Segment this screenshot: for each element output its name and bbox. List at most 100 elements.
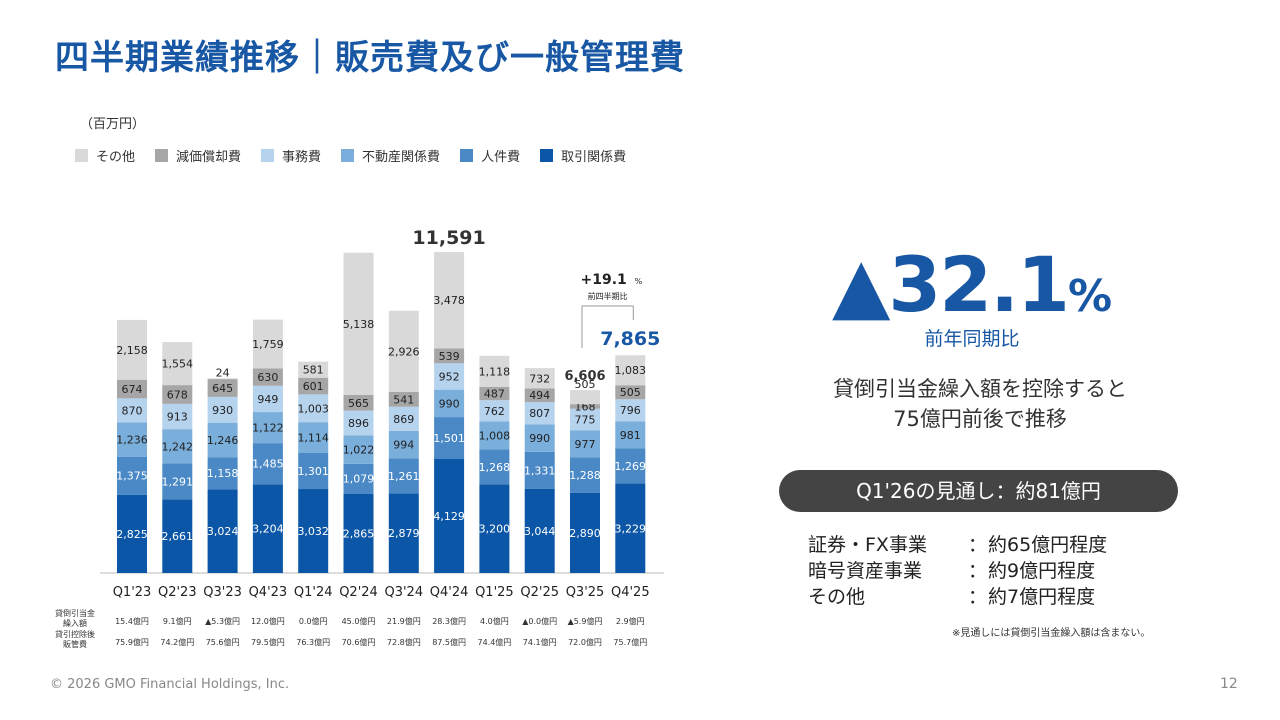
legend-label: 不動産関係費	[362, 150, 441, 165]
total-label: 7,865	[600, 328, 660, 350]
x-tick-label: Q3'25	[566, 585, 605, 600]
bottom-row-value: 9.1億円	[163, 616, 192, 626]
bottom-row-label: 繰入額	[63, 618, 87, 628]
data-label-real-estate: 1,122	[252, 422, 284, 435]
outlook-pill: Q1'26の見通し：約81億円	[779, 470, 1178, 512]
bar-segment-real-estate	[207, 422, 238, 458]
legend-label: 取引関係費	[561, 150, 627, 165]
qoq-change-value: +19.1	[581, 272, 627, 288]
bar-segment-real-estate	[524, 424, 555, 452]
data-label-office: 762	[484, 405, 505, 418]
bar-segment-real-estate	[434, 389, 465, 418]
x-tick-label: Q2'24	[339, 585, 378, 600]
data-label-personnel: 1,269	[615, 460, 647, 473]
bottom-row-value: 4.0億円	[480, 616, 509, 626]
data-label-depreciation: 487	[484, 388, 505, 401]
legend-label: 人件費	[481, 150, 521, 165]
breakdown-colon: ：	[968, 534, 988, 556]
data-label-personnel: 1,288	[569, 469, 601, 482]
bar-segment-other	[388, 310, 419, 392]
bar-segment-office	[298, 394, 329, 423]
bar-segment-transaction	[479, 484, 510, 573]
legend-item-real-estate: 不動産関係費	[341, 146, 440, 165]
bar-segment-depreciation	[388, 391, 419, 407]
data-label-transaction: 3,024	[207, 525, 239, 538]
bottom-row-value: 74.2億円	[160, 637, 194, 647]
bar-segment-real-estate	[162, 429, 193, 464]
data-label-depreciation: 674	[122, 383, 143, 396]
x-tick-label: Q1'25	[475, 585, 514, 600]
data-label-office: 775	[575, 414, 596, 427]
bar-segment-other	[298, 361, 329, 378]
breakdown-value: 約7億円程度	[988, 586, 1096, 608]
legend-item-personnel: 人件費	[460, 146, 520, 165]
adjusted-note-line: 貸倒引当金繰入額を控除すると	[833, 377, 1127, 401]
bottom-row-value: 0.0億円	[299, 616, 328, 626]
data-label-personnel: 1,291	[162, 475, 194, 488]
bar-segment-office	[252, 385, 283, 413]
bar-segment-other	[479, 355, 510, 387]
data-label-office: 1,003	[297, 402, 329, 415]
bar-segment-other	[570, 390, 600, 405]
data-label-depreciation: 645	[212, 382, 233, 395]
bottom-row-value: 28.3億円	[432, 616, 466, 626]
bar-segment-personnel	[615, 448, 646, 484]
bottom-row-value: 74.4億円	[477, 637, 511, 647]
bar-segment-real-estate	[343, 435, 374, 464]
data-label-real-estate: 1,022	[343, 444, 375, 457]
bar-segment-depreciation	[162, 385, 193, 404]
data-label-personnel: 1,261	[388, 470, 420, 483]
total-label: 6,606	[564, 369, 605, 384]
bar-segment-depreciation	[479, 386, 510, 401]
data-label-real-estate: 981	[620, 429, 641, 442]
bottom-row-value: 2.9億円	[616, 616, 645, 626]
data-label-other: 5,138	[343, 318, 375, 331]
legend-swatch-transaction	[540, 149, 554, 162]
bottom-row-value: ▲5.3億円	[205, 616, 240, 626]
data-label-other: 3,478	[433, 294, 465, 307]
legend-item-depreciation: 減価償却費	[155, 146, 241, 165]
data-label-other: 732	[529, 372, 550, 385]
stacked-bar-chart: 2,825 1,375 1,236 870 674 2,158 Q1'23 2,661 1,29…	[55, 227, 664, 649]
bar-segment-office	[207, 396, 238, 423]
data-label-personnel: 1,375	[116, 470, 148, 483]
data-label-office: 949	[257, 393, 278, 406]
bottom-row-value: 15.4億円	[115, 616, 149, 626]
bottom-row-value: ▲5.9億円	[568, 616, 603, 626]
data-label-transaction: 3,032	[297, 525, 329, 538]
legend-swatch-real-estate	[341, 149, 355, 162]
data-label-other: 1,083	[615, 364, 647, 377]
x-tick-label: Q2'23	[158, 585, 197, 600]
bar-segment-other	[117, 319, 147, 380]
data-label-other: 1,554	[162, 358, 194, 371]
bottom-row-value: 87.5億円	[432, 637, 466, 647]
bar-segment-transaction	[343, 493, 374, 573]
bar-segment-transaction	[207, 489, 238, 573]
breakdown-colon: ：	[968, 560, 988, 582]
bar-segment-depreciation	[252, 368, 283, 386]
x-tick-label: Q4'25	[611, 585, 650, 600]
data-label-real-estate: 1,114	[297, 432, 329, 445]
legend-swatch-depreciation	[155, 149, 169, 162]
breakdown-value: 約65億円程度	[988, 534, 1108, 556]
bar-segment-real-estate	[570, 430, 600, 458]
x-tick-label: Q2'25	[520, 585, 559, 600]
breakdown-name: 証券・FX事業	[808, 534, 927, 556]
adjusted-note-line: 75億円前後で推移	[893, 407, 1067, 431]
bottom-row-value: 72.0億円	[568, 637, 602, 647]
data-label-office: 913	[167, 411, 188, 424]
bar-segment-personnel	[434, 417, 465, 459]
bar-segment-depreciation	[524, 388, 555, 403]
copyright: © 2026 GMO Financial Holdings, Inc.	[50, 677, 290, 692]
x-tick-label: Q4'24	[430, 585, 469, 600]
qoq-bracket	[581, 305, 634, 348]
bar-segment-other	[252, 319, 283, 369]
bottom-row-value: 74.1億円	[523, 637, 557, 647]
data-label-office: 952	[439, 370, 460, 383]
bar-segment-personnel	[162, 463, 193, 500]
bar-segment-personnel	[252, 443, 283, 485]
data-label-transaction: 3,200	[479, 523, 511, 536]
data-label-transaction: 2,865	[343, 527, 375, 540]
x-tick-label: Q1'24	[294, 585, 333, 600]
data-label-real-estate: 1,246	[207, 434, 239, 447]
